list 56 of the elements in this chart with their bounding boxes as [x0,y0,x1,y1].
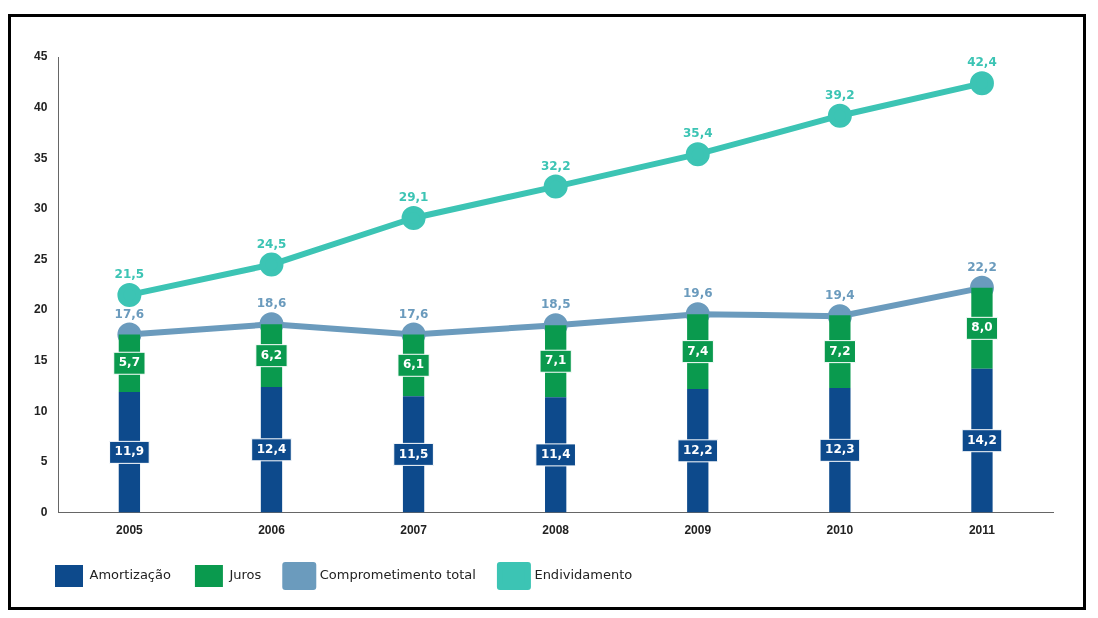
legend-label: Endividamento [534,567,633,583]
y-tick-label: 30 [33,201,48,216]
x-tick-label: 2008 [542,523,570,538]
data-label: 18,6 [256,296,287,311]
data-label: 12,3 [825,442,855,457]
data-label: 42,4 [967,55,997,70]
x-tick-label: 2006 [258,523,286,538]
legend-label: Juros [228,567,262,583]
data-label: 17,6 [114,306,145,321]
data-label: 11,9 [114,444,145,459]
y-tick-label: 25 [33,251,48,266]
legend-label: Comprometimento total [319,567,476,583]
x-tick-label: 2009 [684,523,712,538]
data-label: 39,2 [825,87,855,102]
data-label: 6,2 [260,347,283,362]
x-tick-label: 2007 [400,523,428,538]
data-label: 11,5 [398,446,429,461]
point [827,103,852,128]
point [259,252,284,277]
y-tick-label: 0 [40,504,48,519]
y-tick-label: 35 [33,150,48,165]
data-label: 7,2 [829,343,851,358]
x-tick-label: 2005 [116,523,144,538]
data-label: 18,5 [540,297,571,312]
point [543,174,568,199]
y-tick-label: 20 [33,302,48,317]
data-label: 32,2 [540,158,571,173]
data-label: 19,4 [825,288,855,303]
x-tick-label: 2011 [968,523,996,538]
point [969,71,994,96]
point [117,282,142,307]
y-tick-label: 5 [40,454,48,469]
data-label: 24,5 [256,236,287,251]
y-tick-label: 45 [33,49,48,64]
data-label: 17,6 [398,306,429,321]
data-label: 12,4 [256,441,287,456]
data-label: 14,2 [967,432,997,447]
point [685,142,710,167]
y-tick-label: 15 [33,353,48,368]
data-label: 11,4 [540,447,571,462]
data-label: 21,5 [114,267,145,282]
y-tick-label: 10 [33,403,48,418]
data-label: 7,1 [545,353,567,368]
legend-label: Amortização [89,567,171,583]
point [401,205,426,230]
data-label: 29,1 [398,190,429,205]
data-label: 7,4 [687,343,709,358]
data-label: 5,7 [118,355,141,370]
data-label: 22,2 [967,259,997,274]
data-label: 8,0 [971,320,993,335]
data-label: 35,4 [682,126,713,141]
x-tick-label: 2010 [826,523,854,538]
y-tick-label: 40 [33,99,48,114]
data-label: 6,1 [402,357,425,372]
data-label: 12,2 [682,442,713,457]
data-label: 19,6 [682,286,713,301]
